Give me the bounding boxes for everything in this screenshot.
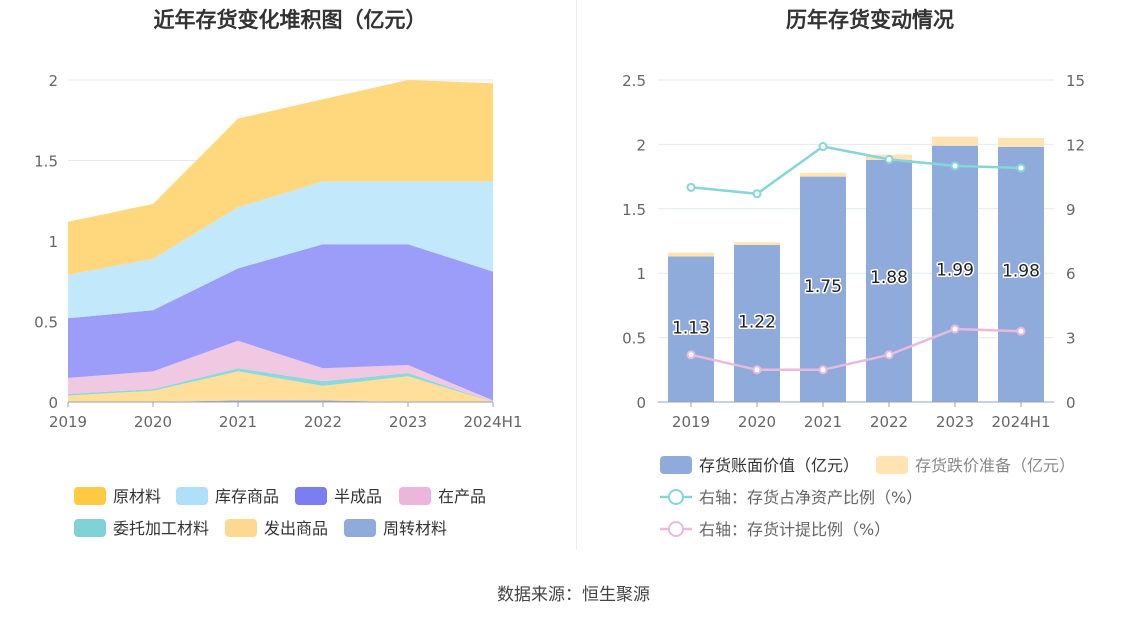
legend-swatch: [660, 456, 692, 474]
legend-swatch: [225, 519, 257, 537]
line-net-asset-ratio: [690, 145, 1022, 196]
y2-tick-label: 0: [1066, 394, 1076, 412]
bar-line-chart: 0 0.5 1 1.5 2 2.5 0 3 6 9 12 15 2019 2020 2021 2022 2023…: [622, 72, 1085, 539]
bar-value-label: 1.98: [1002, 261, 1040, 281]
x-tick-label: 2021: [804, 413, 842, 431]
bar-book-value: [668, 256, 714, 402]
y2-tick-label: 9: [1066, 201, 1076, 219]
legend-item-label: 在产品: [438, 487, 486, 506]
y-tick-label: 0.5: [34, 314, 58, 332]
left-chart-title: 近年存货变化堆积图（亿元）: [153, 8, 427, 32]
y-tick-label: 1.5: [622, 201, 646, 219]
bar-book-value: [998, 146, 1044, 402]
line-point: [818, 365, 828, 375]
x-tick-label: 2023: [936, 413, 974, 431]
bar-book-value: [932, 145, 978, 403]
y-tick-label: 0: [636, 394, 646, 412]
x-tick-label: 2020: [134, 413, 172, 431]
y-tick-label: 0: [48, 394, 58, 412]
y-tick-label: 2: [636, 136, 646, 154]
line-point: [950, 161, 960, 171]
x-tick-label: 2022: [304, 413, 342, 431]
legend-marker: [668, 489, 684, 505]
legend-swatch: [344, 519, 376, 537]
line-point: [686, 182, 696, 192]
bar-value-label: 1.99: [936, 261, 974, 281]
line-point: [1016, 163, 1026, 173]
bar-book-value: [866, 159, 912, 402]
legend-swatch: [295, 487, 327, 505]
legend-swatch: [399, 487, 431, 505]
y-tick-label: 1: [636, 265, 646, 283]
legend-item-label: 存货账面价值（亿元）: [699, 456, 859, 475]
legend-swatch: [74, 519, 106, 537]
x-tick-label: 2019: [672, 413, 710, 431]
line-point: [752, 365, 762, 375]
x-tick-label: 2024H1: [464, 413, 523, 431]
line-point: [818, 142, 828, 152]
bar-impairment: [932, 136, 978, 146]
line-point: [1016, 326, 1026, 336]
x-tick-label: 2022: [870, 413, 908, 431]
panel-divider: [576, 0, 577, 550]
area-原材料: [68, 80, 493, 275]
bar-value-label: 1.22: [738, 312, 776, 332]
legend-item-label: 发出商品: [264, 519, 328, 538]
y-tick-label: 1: [48, 233, 58, 251]
x-tick-label: 2019: [49, 413, 87, 431]
x-tick-label: 2023: [389, 413, 427, 431]
y-tick-label: 2.5: [622, 72, 646, 90]
legend-marker: [668, 521, 684, 537]
bar-impairment: [800, 172, 846, 177]
legend-item-label: 半成品: [334, 487, 382, 506]
x-tick-label: 2021: [219, 413, 257, 431]
y-tick-label: 2: [48, 72, 58, 90]
legend-item-label: 库存商品: [215, 487, 279, 506]
legend-item-label: 右轴：存货占净资产比例（%）: [699, 488, 922, 507]
line-point: [884, 350, 894, 360]
legend-item-label: 周转材料: [383, 519, 447, 538]
bar-value-label: 1.75: [804, 277, 842, 297]
legend-swatch: [876, 456, 908, 474]
line-point: [752, 189, 762, 199]
y2-tick-label: 6: [1066, 265, 1076, 283]
bar-book-value: [734, 244, 780, 402]
bar-value-label: 1.13: [672, 318, 710, 338]
area-委托加工材料: [68, 368, 493, 402]
legend-swatch: [74, 487, 106, 505]
line-point: [884, 154, 894, 164]
bar-book-value: [800, 176, 846, 402]
area-库存商品: [68, 181, 493, 319]
line-point: [686, 350, 696, 360]
legend-item-label: 委托加工材料: [113, 519, 209, 538]
right-chart-title: 历年存货变动情况: [786, 8, 954, 32]
bar-impairment: [668, 252, 714, 257]
area-半成品: [68, 244, 493, 401]
line-provision-ratio: [690, 327, 1022, 372]
legend-item-label: 右轴：存货计提比例（%）: [699, 520, 890, 539]
y2-tick-label: 15: [1066, 72, 1085, 90]
area-发出商品: [68, 371, 493, 402]
y2-tick-label: 3: [1066, 330, 1076, 348]
legend-item-label: 存货跌价准备（亿元）: [915, 456, 1075, 475]
x-tick-label: 2020: [738, 413, 776, 431]
bar-impairment: [734, 242, 780, 245]
y-tick-label: 0.5: [622, 330, 646, 348]
bar-value-label: 1.88: [870, 268, 908, 288]
line-point: [950, 324, 960, 334]
legend-swatch: [176, 487, 208, 505]
legend-item-label: 原材料: [113, 487, 161, 506]
y2-tick-label: 12: [1066, 136, 1085, 154]
y-tick-label: 1.5: [34, 153, 58, 171]
bar-impairment: [998, 137, 1044, 147]
stacked-area-chart: 0 0.5 1 1.5 2 2019 2020 2021 2022 2023 2024H1 原材料 库存…: [34, 72, 523, 538]
area-在产品: [68, 340, 493, 402]
data-source: 数据来源：恒生聚源: [497, 585, 650, 605]
x-tick-label: 2024H1: [992, 413, 1051, 431]
